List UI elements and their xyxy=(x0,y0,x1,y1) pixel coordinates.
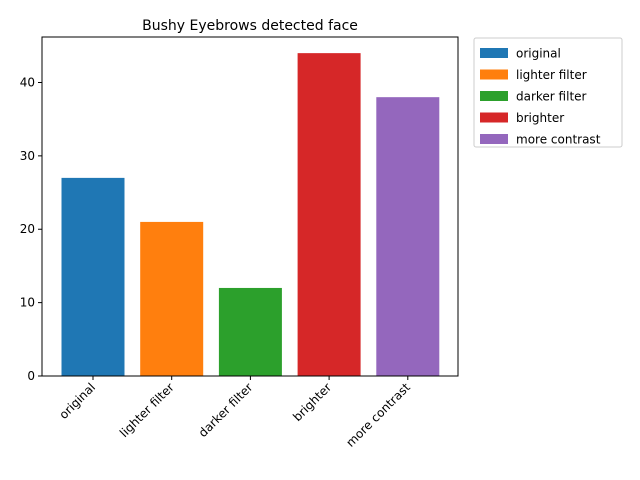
x-tick-label: original xyxy=(57,380,99,422)
x-tick-label: more contrast xyxy=(343,380,413,450)
bar-0 xyxy=(61,177,125,376)
bar-3 xyxy=(297,53,361,376)
legend-swatch xyxy=(480,48,508,58)
y-axis: 0 10 20 30 40 xyxy=(20,75,42,383)
y-tick-label: 0 xyxy=(27,369,35,383)
x-axis: original lighter filter darker filter brigh… xyxy=(57,376,413,450)
bar-2 xyxy=(218,287,282,376)
bars-group xyxy=(61,53,440,377)
y-tick-label: 30 xyxy=(20,149,35,163)
x-tick-label: brighter xyxy=(290,380,334,424)
bar-1 xyxy=(140,221,204,376)
legend: original lighter filter darker filter brigh… xyxy=(473,37,623,148)
legend-label: original xyxy=(516,47,561,61)
legend-label: darker filter xyxy=(516,90,587,104)
plot-frame xyxy=(41,36,459,377)
legend-label: brighter xyxy=(516,111,564,125)
y-tick-label: 40 xyxy=(20,75,35,89)
legend-label: more contrast xyxy=(516,133,601,147)
legend-label: lighter filter xyxy=(516,68,587,82)
x-tick-label: darker filter xyxy=(196,380,256,440)
chart-title: Bushy Eyebrows detected face xyxy=(142,18,358,34)
legend-frame xyxy=(473,37,623,148)
legend-swatch xyxy=(480,112,508,123)
legend-swatch xyxy=(480,69,508,80)
y-tick-label: 10 xyxy=(20,296,35,310)
legend-swatch xyxy=(480,91,508,101)
bar-4 xyxy=(376,97,440,377)
legend-swatch xyxy=(480,134,508,144)
y-tick-label: 20 xyxy=(20,222,35,236)
x-tick-label: lighter filter xyxy=(117,380,177,440)
